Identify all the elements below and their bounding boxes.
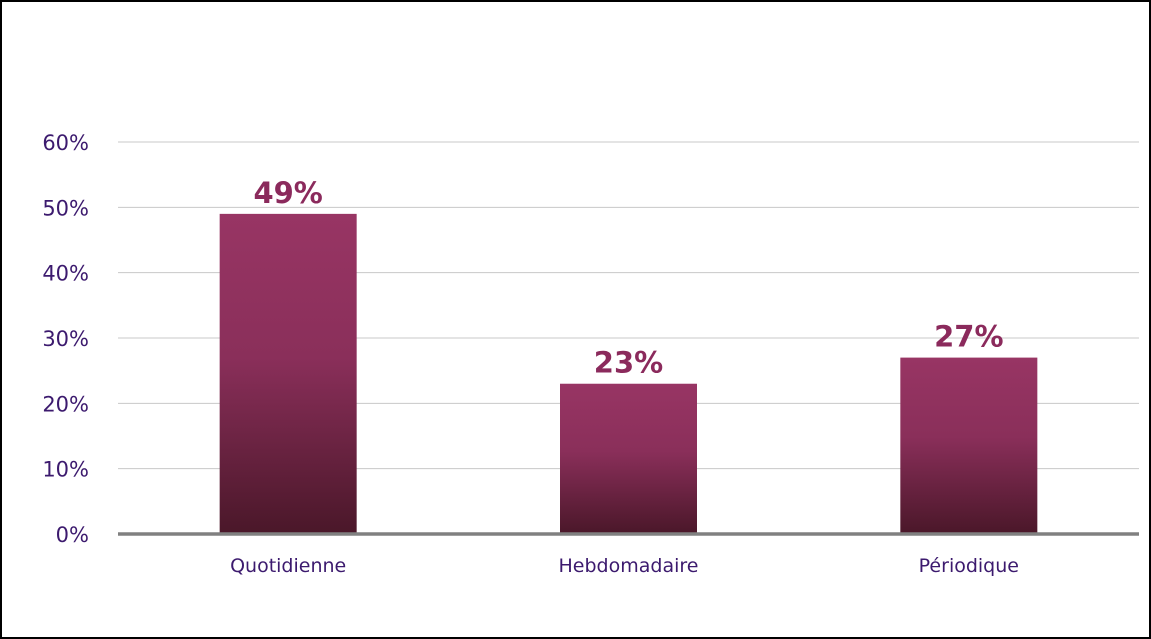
data-label: 49% [253, 176, 322, 210]
y-tick-label: 30% [42, 327, 89, 351]
bar [900, 357, 1038, 534]
y-tick-label: 50% [42, 196, 89, 220]
bar [219, 213, 357, 534]
y-axis-ticks: 0% 10% 20% 30% 40% 50% 60% [42, 131, 89, 547]
y-tick-label: 40% [42, 262, 89, 286]
y-tick-label: 10% [42, 458, 89, 482]
bars [219, 213, 1038, 534]
y-tick-label: 0% [56, 523, 89, 547]
y-tick-label: 60% [42, 131, 89, 155]
data-label: 23% [594, 346, 663, 380]
x-category-label: Périodique [919, 555, 1019, 577]
data-label: 27% [934, 320, 1003, 354]
x-category-label: Quotidienne [230, 555, 346, 577]
x-axis-categories: Quotidienne Hebdomadaire Périodique [230, 555, 1019, 577]
x-category-label: Hebdomadaire [559, 555, 699, 577]
y-tick-label: 20% [42, 392, 89, 416]
data-labels: 49% 23% 27% [253, 176, 1003, 380]
bar [560, 383, 697, 534]
